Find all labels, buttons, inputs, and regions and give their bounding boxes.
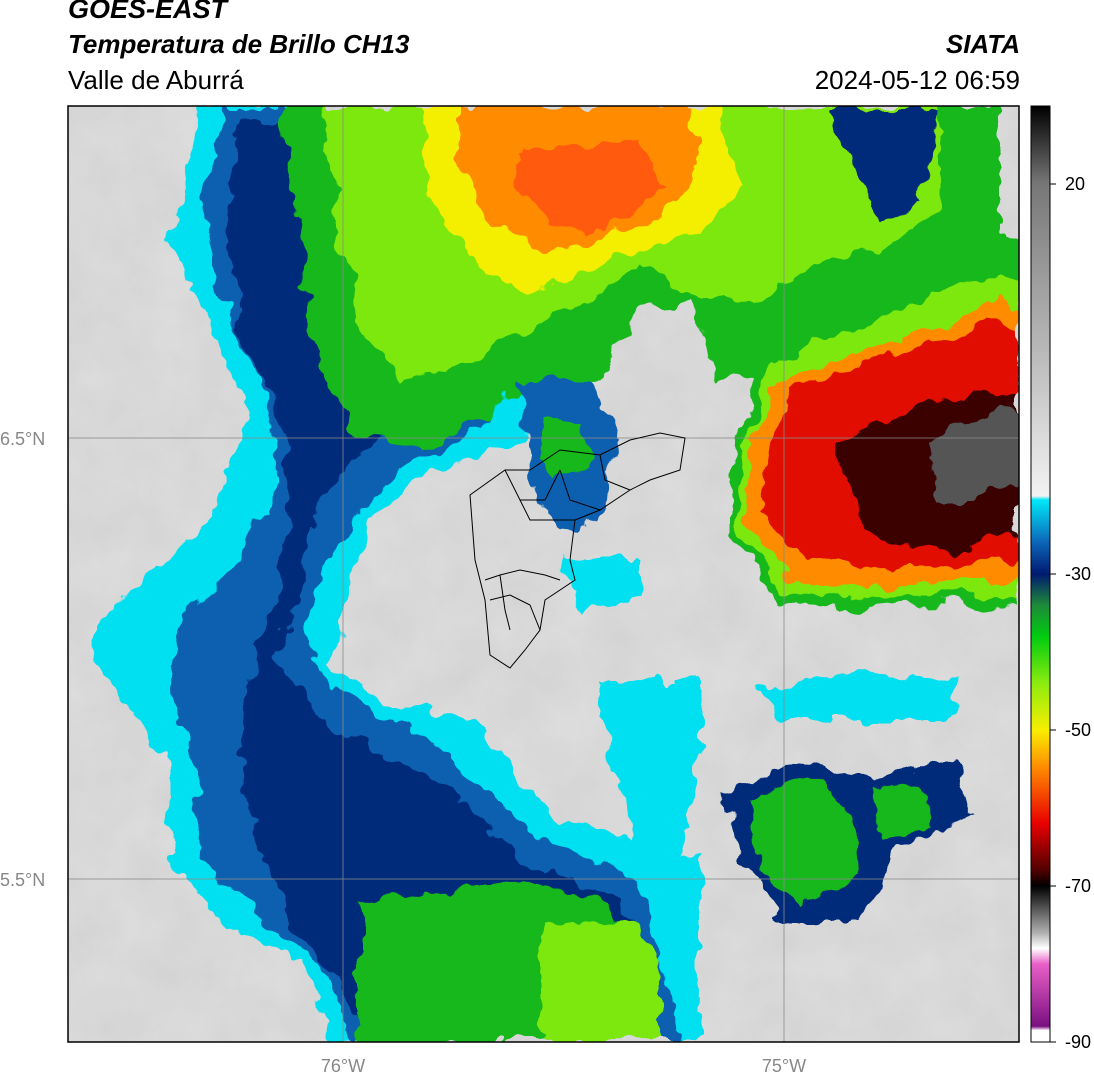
scatter-cyan-2 bbox=[760, 670, 960, 720]
organization-label: SIATA bbox=[945, 29, 1020, 59]
central-cell-green bbox=[540, 420, 590, 480]
southeast-cell-green bbox=[750, 780, 860, 910]
scatter-cyan-1 bbox=[600, 680, 700, 860]
south-cell-lime bbox=[540, 920, 660, 1042]
colorbar-scale bbox=[1030, 105, 1051, 1043]
satellite-title: GOES-EAST bbox=[68, 0, 228, 24]
imagery-layer bbox=[68, 106, 1019, 1042]
east-cloud-gray-overshoot bbox=[930, 410, 1019, 500]
lon-label-75: 75°W bbox=[762, 1056, 806, 1076]
east-cloud-navy bbox=[830, 110, 940, 220]
lon-label-76: 76°W bbox=[321, 1056, 365, 1076]
north-cloud-redorange bbox=[515, 140, 660, 230]
colorbar-ticks: 20 -30 -50 -70 -90 bbox=[1050, 174, 1091, 1052]
lat-label-6-5: 6.5°N bbox=[0, 429, 45, 449]
aburra-valley-boundaries bbox=[469, 432, 686, 669]
scatter-cyan-3 bbox=[560, 560, 640, 610]
colorbar-tick-label: -70 bbox=[1065, 876, 1091, 896]
colorbar-tick-label: -30 bbox=[1065, 564, 1091, 584]
southeast-cell-green-2 bbox=[870, 785, 930, 840]
region-label: Valle de Aburrá bbox=[68, 65, 244, 95]
graticule bbox=[68, 106, 1019, 1042]
colorbar-tick-label: 20 bbox=[1065, 174, 1085, 194]
product-title: Temperatura de Brillo CH13 bbox=[68, 29, 410, 59]
timestamp: 2024-05-12 06:59 bbox=[814, 65, 1020, 95]
colorbar-tick-label: -50 bbox=[1065, 720, 1091, 740]
lat-label-5-5: 5.5°N bbox=[0, 870, 45, 890]
colorbar-tick-label: -90 bbox=[1065, 1032, 1091, 1052]
map-frame bbox=[67, 105, 1020, 1043]
cloud-field bbox=[90, 106, 1019, 1042]
